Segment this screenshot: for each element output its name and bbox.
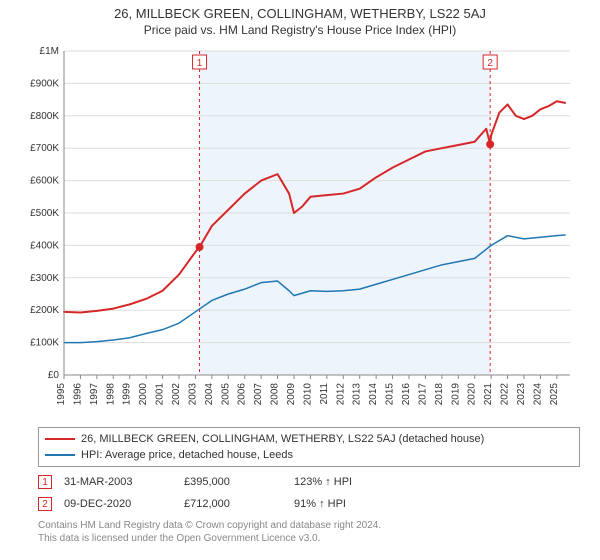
svg-text:2016: 2016: [401, 383, 412, 406]
svg-text:2004: 2004: [204, 383, 215, 406]
svg-text:1997: 1997: [89, 383, 100, 406]
chart-area: £0 £100K £200K £300K £400K £500K £600K £700K £80…: [20, 41, 580, 421]
event-row-2: 2 09-DEC-2020 £712,000 91% ↑ HPI: [38, 493, 580, 515]
price-line-chart: £0 £100K £200K £300K £400K £500K £600K £700K £80…: [20, 41, 580, 421]
svg-text:£300K: £300K: [30, 273, 59, 284]
svg-text:2023: 2023: [516, 383, 527, 406]
svg-text:1: 1: [197, 58, 203, 69]
legend-row-property: 26, MILLBECK GREEN, COLLINGHAM, WETHERBY…: [45, 431, 573, 447]
svg-text:2: 2: [487, 58, 493, 69]
svg-text:2005: 2005: [220, 383, 231, 406]
svg-text:2017: 2017: [417, 383, 428, 406]
svg-text:2002: 2002: [171, 383, 182, 406]
event-marker-1: 1: [38, 475, 52, 489]
svg-text:2015: 2015: [385, 383, 396, 406]
footnote: Contains HM Land Registry data © Crown c…: [38, 519, 580, 545]
legend: 26, MILLBECK GREEN, COLLINGHAM, WETHERBY…: [38, 427, 580, 467]
event-date-1: 31-MAR-2003: [64, 476, 184, 488]
svg-text:2009: 2009: [286, 383, 297, 406]
event-table: 1 31-MAR-2003 £395,000 123% ↑ HPI 2 09-D…: [38, 471, 580, 515]
svg-text:2008: 2008: [270, 383, 281, 406]
svg-text:1998: 1998: [105, 383, 116, 406]
event-pct-1: 123% ↑ HPI: [294, 476, 374, 488]
svg-text:2010: 2010: [302, 383, 313, 406]
event-marker-2: 2: [38, 497, 52, 511]
svg-text:2025: 2025: [549, 383, 560, 406]
svg-text:2018: 2018: [434, 383, 445, 406]
svg-text:£0: £0: [48, 370, 60, 381]
legend-label-hpi: HPI: Average price, detached house, Leed…: [81, 449, 293, 461]
svg-text:2001: 2001: [155, 383, 166, 406]
svg-text:2006: 2006: [237, 383, 248, 406]
legend-swatch-red: [45, 438, 75, 440]
svg-text:2024: 2024: [532, 383, 543, 406]
event-price-1: £395,000: [184, 476, 294, 488]
svg-text:2007: 2007: [253, 383, 264, 406]
event-price-2: £712,000: [184, 498, 294, 510]
svg-text:2021: 2021: [483, 383, 494, 406]
event-pct-2: 91% ↑ HPI: [294, 498, 374, 510]
svg-text:£500K: £500K: [30, 208, 59, 219]
legend-row-hpi: HPI: Average price, detached house, Leed…: [45, 447, 573, 463]
footnote-line-1: Contains HM Land Registry data © Crown c…: [38, 519, 580, 532]
svg-text:£900K: £900K: [30, 78, 59, 89]
svg-text:£700K: £700K: [30, 143, 59, 154]
legend-label-property: 26, MILLBECK GREEN, COLLINGHAM, WETHERBY…: [81, 433, 484, 445]
svg-text:2020: 2020: [467, 383, 478, 406]
legend-swatch-blue: [45, 454, 75, 456]
svg-text:2013: 2013: [352, 383, 363, 406]
svg-text:1995: 1995: [56, 383, 67, 406]
svg-text:£200K: £200K: [30, 305, 59, 316]
svg-text:2011: 2011: [319, 383, 330, 405]
svg-text:2003: 2003: [187, 383, 198, 406]
price-chart-container: { "title": "26, MILLBECK GREEN, COLLINGH…: [0, 0, 600, 560]
svg-text:£400K: £400K: [30, 240, 59, 251]
svg-text:2019: 2019: [450, 383, 461, 406]
svg-text:2022: 2022: [500, 383, 511, 406]
svg-text:£800K: £800K: [30, 111, 59, 122]
svg-text:1996: 1996: [72, 383, 83, 406]
svg-text:1999: 1999: [122, 383, 133, 406]
svg-text:£1M: £1M: [40, 46, 59, 57]
footnote-line-2: This data is licensed under the Open Gov…: [38, 532, 580, 545]
chart-title: 26, MILLBECK GREEN, COLLINGHAM, WETHERBY…: [0, 0, 600, 21]
svg-text:2014: 2014: [368, 383, 379, 406]
svg-text:£100K: £100K: [30, 338, 59, 349]
event-date-2: 09-DEC-2020: [64, 498, 184, 510]
svg-text:2012: 2012: [335, 383, 346, 406]
svg-text:£600K: £600K: [30, 176, 59, 187]
svg-text:2000: 2000: [138, 383, 149, 406]
chart-subtitle: Price paid vs. HM Land Registry's House …: [0, 21, 600, 41]
event-row-1: 1 31-MAR-2003 £395,000 123% ↑ HPI: [38, 471, 580, 493]
